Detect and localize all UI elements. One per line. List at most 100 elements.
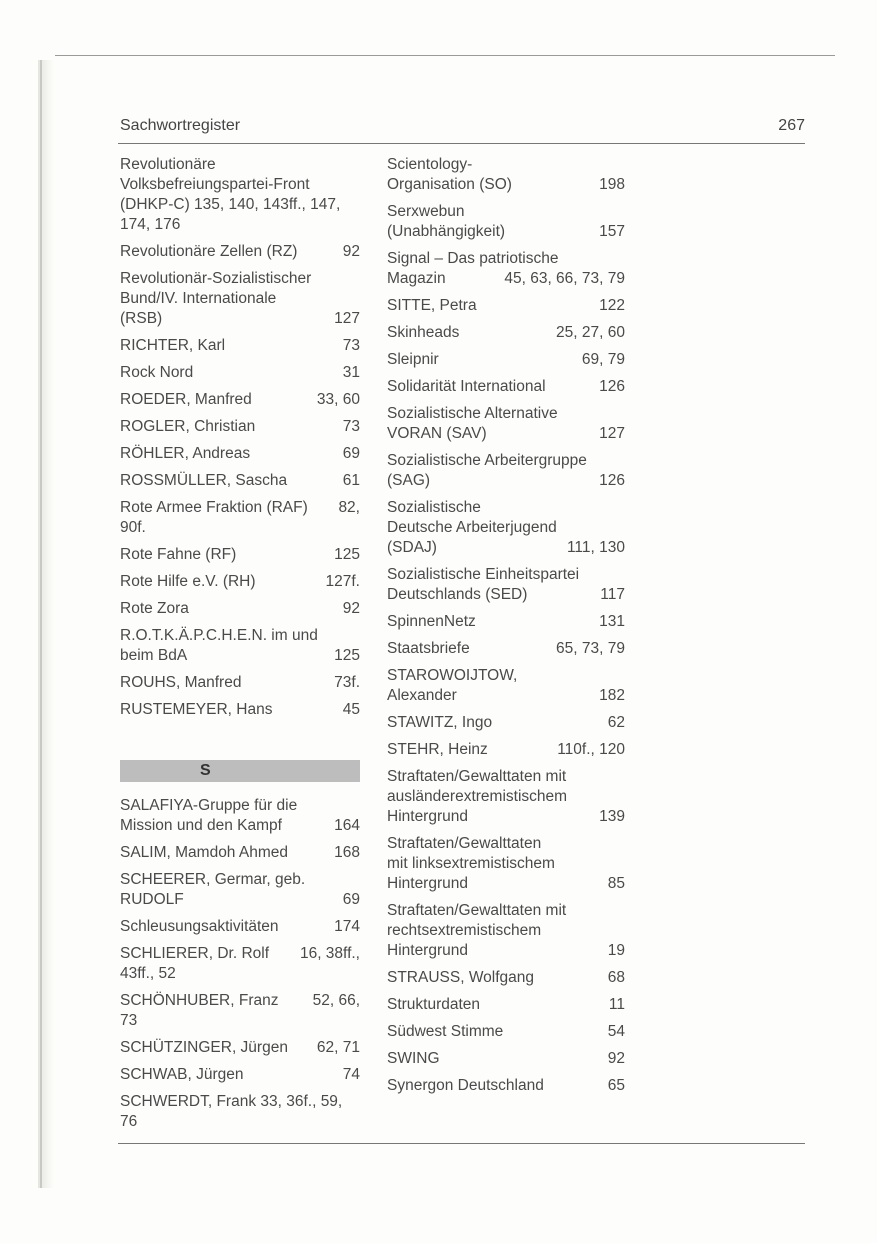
entry-line: (RSB) 127 [120,309,360,329]
entry-pages: 65, 73, 79 [556,640,625,657]
entry-term: Rote Zora [120,600,189,617]
entry-line: Sozialistische [387,498,625,518]
entry-pages: 68 [607,969,625,986]
index-entry: SITTE, Petra 122 [387,296,625,316]
entry-term: (Unabhängigkeit) [387,223,506,240]
entry-pages: 117 [600,586,625,603]
entry-line: SITTE, Petra 122 [387,296,625,316]
entry-line: STEHR, Heinz 110f., 120 [387,740,625,760]
entry-pages: 73 [342,337,360,354]
entry-line: Scientology- [387,155,625,175]
entry-pages: 92 [607,1050,625,1067]
entry-line: Straftaten/Gewalttaten [387,834,625,854]
entry-pages: 126 [599,378,625,395]
entry-term: ROEDER, Manfred [120,391,252,408]
entry-line: 43ff., 52 [120,964,360,984]
entry-term: 174, 176 [120,216,181,233]
entry-term: Hintergrund [387,808,468,825]
entry-term: Straftaten/Gewalttaten mit [387,768,567,785]
entry-term: STRAUSS, Wolfgang [387,969,535,986]
entry-term: STEHR, Heinz [387,741,488,758]
entry-line: Rote Zora 92 [120,599,360,619]
entries-r: Revolutionäre Volksbefreiungspartei-Front… [120,155,360,720]
entry-term: Revolutionär-Sozialistischer [120,270,312,287]
entry-line: Serxwebun [387,202,625,222]
entry-line: STRAUSS, Wolfgang 68 [387,968,625,988]
entry-pages: 25, 27, 60 [556,324,625,341]
entry-term: SALAFIYA-Gruppe für die [120,797,298,814]
index-entry: Scientology- Organisation (SO) 198 [387,155,625,195]
entry-line: SpinnenNetz 131 [387,612,625,632]
entry-pages: 54 [607,1023,625,1040]
entry-pages: 157 [599,223,625,240]
index-entry: Straftaten/Gewalttaten mit linksextremist… [387,834,625,894]
entry-pages: 127 [599,425,625,442]
index-entry: ROEDER, Manfred 33, 60 [120,390,360,410]
entry-line: SALIM, Mamdoh Ahmed 168 [120,843,360,863]
entry-pages: 139 [599,808,625,825]
index-entry: SWING 92 [387,1049,625,1069]
entry-pages: 111, 130 [566,539,625,556]
entry-term: Bund/IV. Internationale [120,290,277,307]
entry-line: Hintergrund 139 [387,807,625,827]
entry-line: VORAN (SAV) 127 [387,424,625,444]
entry-pages: 16, 38ff., [299,945,360,962]
entry-line: SWING 92 [387,1049,625,1069]
entry-line: ausländerextremistischem [387,787,625,807]
entry-line: RUSTEMEYER, Hans 45 [120,700,360,720]
index-entry: RUSTEMEYER, Hans 45 [120,700,360,720]
entry-term: RUDOLF [120,891,184,908]
index-entry: Skinheads 25, 27, 60 [387,323,625,343]
index-entry: SALAFIYA-Gruppe für die Mission und den K… [120,796,360,836]
entry-line: Sleipnir 69, 79 [387,350,625,370]
index-column-left: Revolutionäre Volksbefreiungspartei-Front… [120,155,360,1139]
entry-line: 90f. [120,518,360,538]
entry-term: Schleusungsaktivitäten [120,918,279,935]
index-entry: Sozialistische Einheitspartei Deutschland… [387,565,625,605]
entry-pages: 62 [607,714,625,731]
header-rule [118,143,805,144]
entry-term: Staatsbriefe [387,640,470,657]
entry-line: SCHEERER, Germar, geb. [120,870,360,890]
entry-term: Organisation (SO) [387,176,512,193]
entry-pages: 126 [599,472,625,489]
entry-term: beim BdA [120,647,188,664]
entry-term: Hintergrund [387,942,468,959]
entry-line: Revolutionär-Sozialistischer [120,269,360,289]
entry-line: Hintergrund 85 [387,874,625,894]
index-entry: Serxwebun (Unabhängigkeit) 157 [387,202,625,242]
entry-term: RÖHLER, Andreas [120,445,251,462]
index-entry: Sozialistische Deutsche Arbeiterjugend (SD… [387,498,625,558]
entry-term: Straftaten/Gewalttaten mit [387,902,567,919]
index-entry: Südwest Stimme 54 [387,1022,625,1042]
entry-term: Sozialistische Einheitspartei [387,566,580,583]
entry-term: VORAN (SAV) [387,425,487,442]
entry-line: SCHWERDT, Frank 33, 36f., 59, [120,1092,360,1112]
index-entry: Revolutionäre Volksbefreiungspartei-Front… [120,155,360,235]
entry-line: (DHKP-C) 135, 140, 143ff., 147, [120,195,360,215]
entry-line: Schleusungsaktivitäten 174 [120,917,360,937]
entry-term: 90f. [120,519,146,536]
index-entry: ROUHS, Manfred 73f. [120,673,360,693]
entry-line: Strukturdaten 11 [387,995,625,1015]
index-entry: Staatsbriefe 65, 73, 79 [387,639,625,659]
index-entry: SCHLIERER, Dr. Rolf 16, 38ff., 43ff., 52 [120,944,360,984]
entry-line: Mission und den Kampf 164 [120,816,360,836]
entry-term: SITTE, Petra [387,297,477,314]
entry-term: SCHÜTZINGER, Jürgen [120,1039,288,1056]
entry-line: Volksbefreiungspartei-Front [120,175,360,195]
entry-line: RÖHLER, Andreas 69 [120,444,360,464]
entry-line: Südwest Stimme 54 [387,1022,625,1042]
entry-term: Mission und den Kampf [120,817,282,834]
bottom-rule [118,1143,805,1144]
entry-term: SWING [387,1050,440,1067]
entry-line: Sozialistische Arbeitergruppe [387,451,625,471]
entry-term: Volksbefreiungspartei-Front [120,176,310,193]
entry-line: Rock Nord 31 [120,363,360,383]
entry-term: Deutsche Arbeiterjugend [387,519,557,536]
entry-term: Straftaten/Gewalttaten [387,835,542,852]
entry-term: (SDAJ) [387,539,437,556]
entry-term: RUSTEMEYER, Hans [120,701,273,718]
entry-pages: 92 [342,243,360,260]
entry-term: Sozialistische [387,499,481,516]
